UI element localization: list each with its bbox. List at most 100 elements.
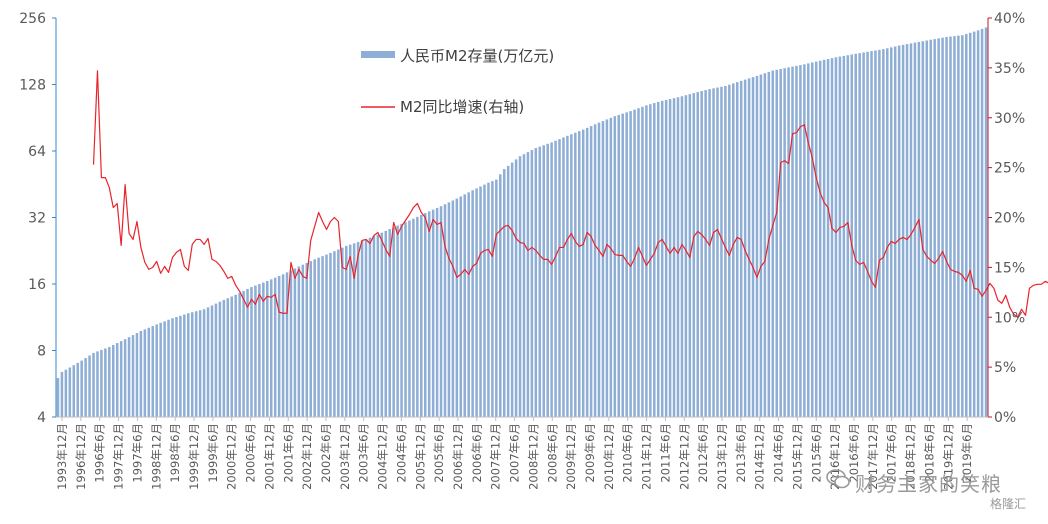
m2-bar bbox=[629, 111, 632, 418]
m2-bar bbox=[668, 99, 672, 417]
m2-bar bbox=[404, 222, 407, 417]
m2-bar bbox=[858, 53, 861, 417]
m2-bar bbox=[56, 378, 60, 417]
m2-bar bbox=[807, 63, 810, 418]
m2-bar bbox=[554, 140, 557, 417]
m2-bar bbox=[878, 49, 881, 417]
x-tick-label: 2014年6月 bbox=[772, 423, 786, 483]
x-tick-label: 2015年6月 bbox=[809, 423, 823, 483]
m2-bar bbox=[115, 343, 119, 417]
m2-bar bbox=[945, 37, 948, 417]
m2-bar bbox=[167, 319, 170, 417]
m2-bar bbox=[123, 339, 127, 417]
m2-bar bbox=[589, 126, 593, 418]
m2-bar bbox=[301, 264, 305, 417]
m2-bar bbox=[684, 95, 688, 417]
x-tick-label: 2005年6月 bbox=[432, 423, 446, 483]
m2-bar bbox=[341, 247, 344, 417]
m2-bar bbox=[143, 329, 147, 417]
left-tick-label: 64 bbox=[28, 144, 46, 160]
m2-bar bbox=[530, 150, 534, 417]
x-tick-label: 2013年12月 bbox=[715, 423, 729, 490]
m2-bar bbox=[100, 349, 103, 417]
m2-bar bbox=[712, 88, 715, 417]
x-tick-label: 2002年6月 bbox=[319, 423, 333, 483]
x-tick-label: 1999年12月 bbox=[187, 423, 201, 490]
x-tick-label: 2003年12月 bbox=[338, 423, 352, 490]
m2-bar bbox=[818, 60, 822, 417]
m2-bar bbox=[76, 362, 79, 417]
m2-bar bbox=[230, 296, 233, 417]
m2-bar bbox=[846, 55, 850, 417]
m2-bar bbox=[538, 146, 542, 417]
m2-bar bbox=[672, 98, 676, 418]
x-tick-label: 1999年6月 bbox=[206, 423, 220, 483]
x-tick-label: 2009年6月 bbox=[583, 423, 597, 483]
x-tick-label: 2004年6月 bbox=[394, 423, 408, 483]
m2-bar bbox=[305, 262, 309, 417]
m2-bar bbox=[811, 62, 814, 417]
m2-bar bbox=[258, 284, 261, 417]
m2-bar bbox=[941, 37, 944, 417]
m2-bar bbox=[518, 156, 522, 418]
m2-bar bbox=[558, 139, 561, 417]
m2-bar bbox=[862, 52, 865, 417]
m2-growth-line bbox=[92, 70, 1048, 318]
m2-bar bbox=[913, 42, 917, 418]
m2-bar bbox=[574, 132, 577, 417]
m2-bar bbox=[273, 277, 277, 417]
m2-bar bbox=[787, 67, 790, 417]
m2-bar bbox=[388, 229, 391, 417]
m2-bar bbox=[965, 33, 968, 418]
x-tick-label: 2016年12月 bbox=[828, 423, 842, 490]
m2-bar bbox=[649, 104, 652, 418]
legend-swatch-bar bbox=[361, 51, 395, 58]
m2-bar bbox=[783, 68, 786, 418]
m2-bar bbox=[601, 121, 605, 417]
x-tick-label: 2002年12月 bbox=[300, 423, 314, 490]
x-tick-label: 2001年6月 bbox=[281, 423, 295, 483]
m2-bar bbox=[262, 282, 265, 417]
m2-bar bbox=[171, 318, 174, 417]
m2-bar bbox=[838, 56, 842, 417]
x-tick-label: 1997年6月 bbox=[130, 423, 144, 483]
m2-bar bbox=[755, 75, 759, 418]
m2-bar bbox=[692, 93, 696, 418]
m2-bar bbox=[238, 292, 241, 417]
left-tick-label: 128 bbox=[19, 78, 46, 94]
m2-bar bbox=[502, 169, 506, 417]
x-tick-label: 2001年12月 bbox=[262, 423, 276, 490]
m2-bar bbox=[795, 65, 798, 417]
x-tick-label: 2003年6月 bbox=[357, 423, 371, 483]
axes: 4 8 16 32 64 128 256 0% 5% 10% 15% 20% 25% 30% 35% 40% 1… bbox=[19, 11, 1025, 490]
m2-bar bbox=[866, 51, 869, 417]
m2-bar bbox=[431, 209, 435, 417]
x-tick-label: 2007年12月 bbox=[489, 423, 503, 490]
m2-bar bbox=[360, 240, 364, 417]
m2-bar bbox=[135, 333, 139, 417]
left-tick-label: 256 bbox=[19, 11, 46, 27]
m2-bar bbox=[179, 315, 182, 417]
m2-bar bbox=[269, 279, 273, 417]
right-tick-label: 5% bbox=[994, 360, 1016, 376]
x-tick-label: 2004年12月 bbox=[376, 423, 390, 490]
m2-bar bbox=[392, 227, 395, 417]
m2-bar bbox=[976, 30, 980, 417]
m2-bar bbox=[163, 321, 166, 417]
m2-bar bbox=[293, 268, 297, 417]
m2-bar bbox=[281, 274, 285, 417]
m2-bar bbox=[64, 369, 68, 417]
x-tick-label: 1998年6月 bbox=[168, 423, 182, 483]
x-tick-label: 2018年12月 bbox=[904, 423, 918, 490]
m2-bar bbox=[779, 68, 782, 417]
m2-bar bbox=[222, 299, 226, 417]
m2-bar bbox=[609, 117, 613, 418]
m2-bar bbox=[506, 165, 510, 417]
m2-bar bbox=[767, 71, 771, 418]
m2-bar bbox=[676, 97, 680, 417]
m2-bar bbox=[479, 186, 482, 417]
m2-bar bbox=[420, 214, 423, 417]
m2-bar bbox=[333, 251, 336, 417]
